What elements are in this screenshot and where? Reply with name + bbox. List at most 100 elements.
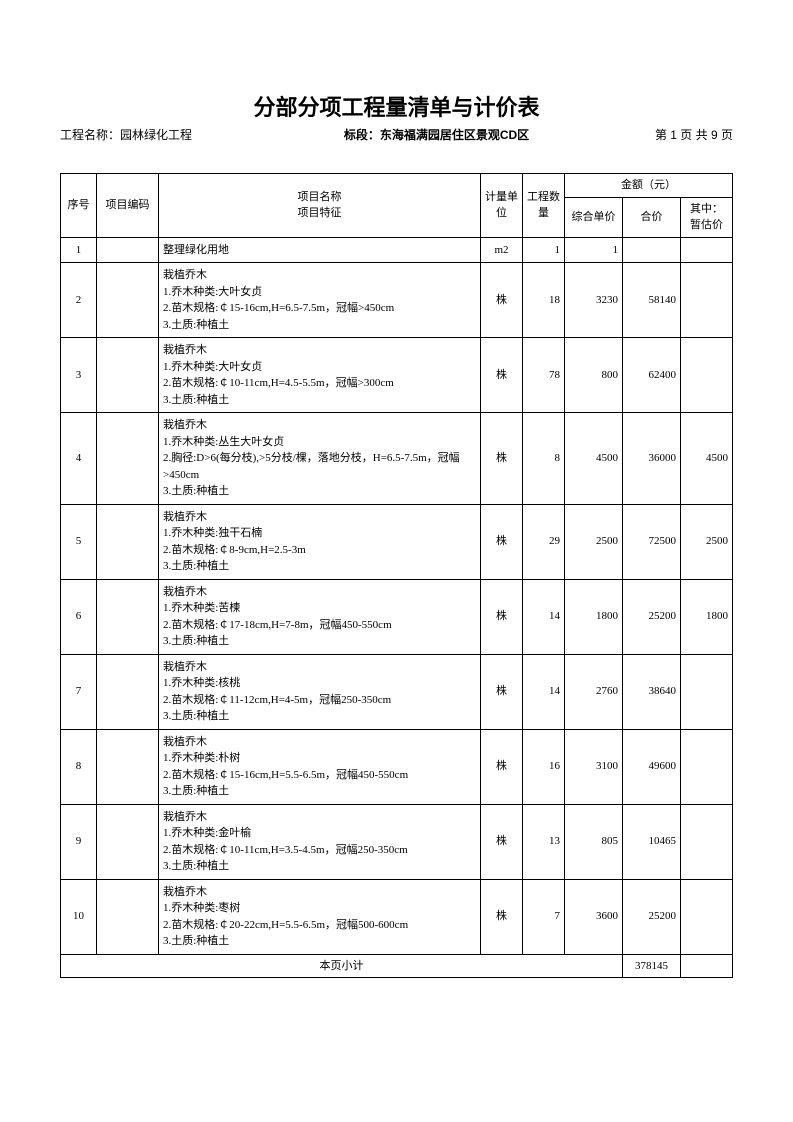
cell-unit-price: 2760 bbox=[564, 654, 622, 729]
cell-unit-price: 805 bbox=[564, 804, 622, 879]
cell-sum: 25200 bbox=[622, 579, 680, 654]
cell-est bbox=[680, 654, 732, 729]
meta-row: 工程名称：园林绿化工程 标段：东海福满园居住区景观CD区 第 1 页 共 9 页 bbox=[60, 126, 733, 143]
cell-code bbox=[97, 804, 159, 879]
cell-est bbox=[680, 879, 732, 954]
cell-desc: 栽植乔木 1.乔木种类:丛生大叶女贞 2.胸径:D>6(每分枝),>5分枝/棵，… bbox=[159, 413, 481, 505]
section-name: 东海福满园居住区景观CD区 bbox=[380, 128, 529, 142]
table-body: 1整理绿化用地m2112栽植乔木 1.乔木种类:大叶女贞 2.苗木规格:￠15-… bbox=[61, 237, 733, 978]
cell-unit: 株 bbox=[480, 729, 522, 804]
table-row: 3栽植乔木 1.乔木种类:大叶女贞 2.苗木规格:￠10-11cm,H=4.5-… bbox=[61, 338, 733, 413]
cell-desc: 栽植乔木 1.乔木种类:金叶榆 2.苗木规格:￠10-11cm,H=3.5-4.… bbox=[159, 804, 481, 879]
header-unit: 计量单位 bbox=[480, 174, 522, 238]
cell-qty: 8 bbox=[522, 413, 564, 505]
project-label: 工程名称： bbox=[60, 128, 120, 142]
project-name: 园林绿化工程 bbox=[120, 128, 192, 142]
cell-sum: 36000 bbox=[622, 413, 680, 505]
cell-sum: 25200 bbox=[622, 879, 680, 954]
cell-unit: 株 bbox=[480, 263, 522, 338]
subtotal-label: 本页小计 bbox=[61, 954, 623, 978]
cell-desc: 栽植乔木 1.乔木种类:独干石楠 2.苗木规格:￠8-9cm,H=2.5-3m … bbox=[159, 504, 481, 579]
cell-desc: 整理绿化用地 bbox=[159, 237, 481, 263]
cell-sum: 58140 bbox=[622, 263, 680, 338]
table-row: 10 栽植乔木 1.乔木种类:枣树 2.苗木规格:￠20-22cm,H=5.5-6… bbox=[61, 879, 733, 954]
cell-est bbox=[680, 804, 732, 879]
cell-qty: 18 bbox=[522, 263, 564, 338]
cell-desc: 栽植乔木 1.乔木种类:枣树 2.苗木规格:￠20-22cm,H=5.5-6.5… bbox=[159, 879, 481, 954]
cell-seq: 6 bbox=[61, 579, 97, 654]
table-row: 1整理绿化用地m211 bbox=[61, 237, 733, 263]
cell-qty: 16 bbox=[522, 729, 564, 804]
boq-table: 序号 项目编码 项目名称 项目特征 计量单位 工程数量 金额（元） 综合单价 合… bbox=[60, 173, 733, 978]
cell-unit-price: 4500 bbox=[564, 413, 622, 505]
cell-qty: 13 bbox=[522, 804, 564, 879]
cell-unit: 株 bbox=[480, 579, 522, 654]
cell-seq: 1 bbox=[61, 237, 97, 263]
table-row: 4栽植乔木 1.乔木种类:丛生大叶女贞 2.胸径:D>6(每分枝),>5分枝/棵… bbox=[61, 413, 733, 505]
cell-sum: 72500 bbox=[622, 504, 680, 579]
table-header: 序号 项目编码 项目名称 项目特征 计量单位 工程数量 金额（元） 综合单价 合… bbox=[61, 174, 733, 238]
cell-unit-price: 3100 bbox=[564, 729, 622, 804]
cell-code bbox=[97, 879, 159, 954]
cell-desc: 栽植乔木 1.乔木种类:核桃 2.苗木规格:￠11-12cm,H=4-5m，冠幅… bbox=[159, 654, 481, 729]
cell-est bbox=[680, 338, 732, 413]
cell-qty: 14 bbox=[522, 579, 564, 654]
cell-unit-price: 2500 bbox=[564, 504, 622, 579]
cell-code bbox=[97, 654, 159, 729]
cell-code bbox=[97, 413, 159, 505]
cell-code bbox=[97, 504, 159, 579]
cell-code bbox=[97, 237, 159, 263]
cell-seq: 2 bbox=[61, 263, 97, 338]
cell-sum: 10465 bbox=[622, 804, 680, 879]
table-row: 6 栽植乔木 1.乔木种类:苦楝 2.苗木规格:￠17-18cm,H=7-8m，冠… bbox=[61, 579, 733, 654]
header-unit-price: 综合单价 bbox=[564, 197, 622, 237]
cell-unit-price: 3230 bbox=[564, 263, 622, 338]
cell-est: 4500 bbox=[680, 413, 732, 505]
table-row: 9 栽植乔木 1.乔木种类:金叶榆 2.苗木规格:￠10-11cm,H=3.5-4… bbox=[61, 804, 733, 879]
cell-sum: 38640 bbox=[622, 654, 680, 729]
cell-desc: 栽植乔木 1.乔木种类:苦楝 2.苗木规格:￠17-18cm,H=7-8m，冠幅… bbox=[159, 579, 481, 654]
cell-unit: m2 bbox=[480, 237, 522, 263]
cell-seq: 3 bbox=[61, 338, 97, 413]
cell-sum bbox=[622, 237, 680, 263]
cell-unit-price: 1 bbox=[564, 237, 622, 263]
cell-seq: 7 bbox=[61, 654, 97, 729]
table-row: 7 栽植乔木 1.乔木种类:核桃 2.苗木规格:￠11-12cm,H=4-5m，冠… bbox=[61, 654, 733, 729]
header-estimate: 其中：暂估价 bbox=[680, 197, 732, 237]
cell-code bbox=[97, 338, 159, 413]
cell-desc: 栽植乔木 1.乔木种类:大叶女贞 2.苗木规格:￠15-16cm,H=6.5-7… bbox=[159, 263, 481, 338]
cell-code bbox=[97, 263, 159, 338]
cell-desc: 栽植乔木 1.乔木种类:朴树 2.苗木规格:￠15-16cm,H=5.5-6.5… bbox=[159, 729, 481, 804]
subtotal-est bbox=[680, 954, 732, 978]
meta-section: 标段：东海福满园居住区景观CD区 bbox=[260, 126, 613, 143]
cell-unit: 株 bbox=[480, 879, 522, 954]
cell-seq: 5 bbox=[61, 504, 97, 579]
subtotal-sum: 378145 bbox=[622, 954, 680, 978]
cell-unit: 株 bbox=[480, 654, 522, 729]
cell-est: 1800 bbox=[680, 579, 732, 654]
subtotal-row: 本页小计378145 bbox=[61, 954, 733, 978]
cell-unit: 株 bbox=[480, 804, 522, 879]
cell-est bbox=[680, 237, 732, 263]
header-seq: 序号 bbox=[61, 174, 97, 238]
cell-qty: 14 bbox=[522, 654, 564, 729]
meta-project: 工程名称：园林绿化工程 bbox=[60, 126, 260, 143]
cell-est bbox=[680, 263, 732, 338]
cell-est bbox=[680, 729, 732, 804]
cell-seq: 8 bbox=[61, 729, 97, 804]
header-sum: 合价 bbox=[622, 197, 680, 237]
cell-unit-price: 800 bbox=[564, 338, 622, 413]
section-label: 标段： bbox=[344, 128, 380, 142]
cell-unit: 株 bbox=[480, 338, 522, 413]
cell-qty: 1 bbox=[522, 237, 564, 263]
header-code: 项目编码 bbox=[97, 174, 159, 238]
cell-qty: 29 bbox=[522, 504, 564, 579]
meta-page: 第 1 页 共 9 页 bbox=[613, 126, 733, 143]
cell-sum: 62400 bbox=[622, 338, 680, 413]
cell-qty: 7 bbox=[522, 879, 564, 954]
cell-code bbox=[97, 729, 159, 804]
cell-seq: 9 bbox=[61, 804, 97, 879]
cell-seq: 10 bbox=[61, 879, 97, 954]
page-container: 分部分项工程量清单与计价表 工程名称：园林绿化工程 标段：东海福满园居住区景观C… bbox=[0, 0, 793, 1018]
cell-est: 2500 bbox=[680, 504, 732, 579]
